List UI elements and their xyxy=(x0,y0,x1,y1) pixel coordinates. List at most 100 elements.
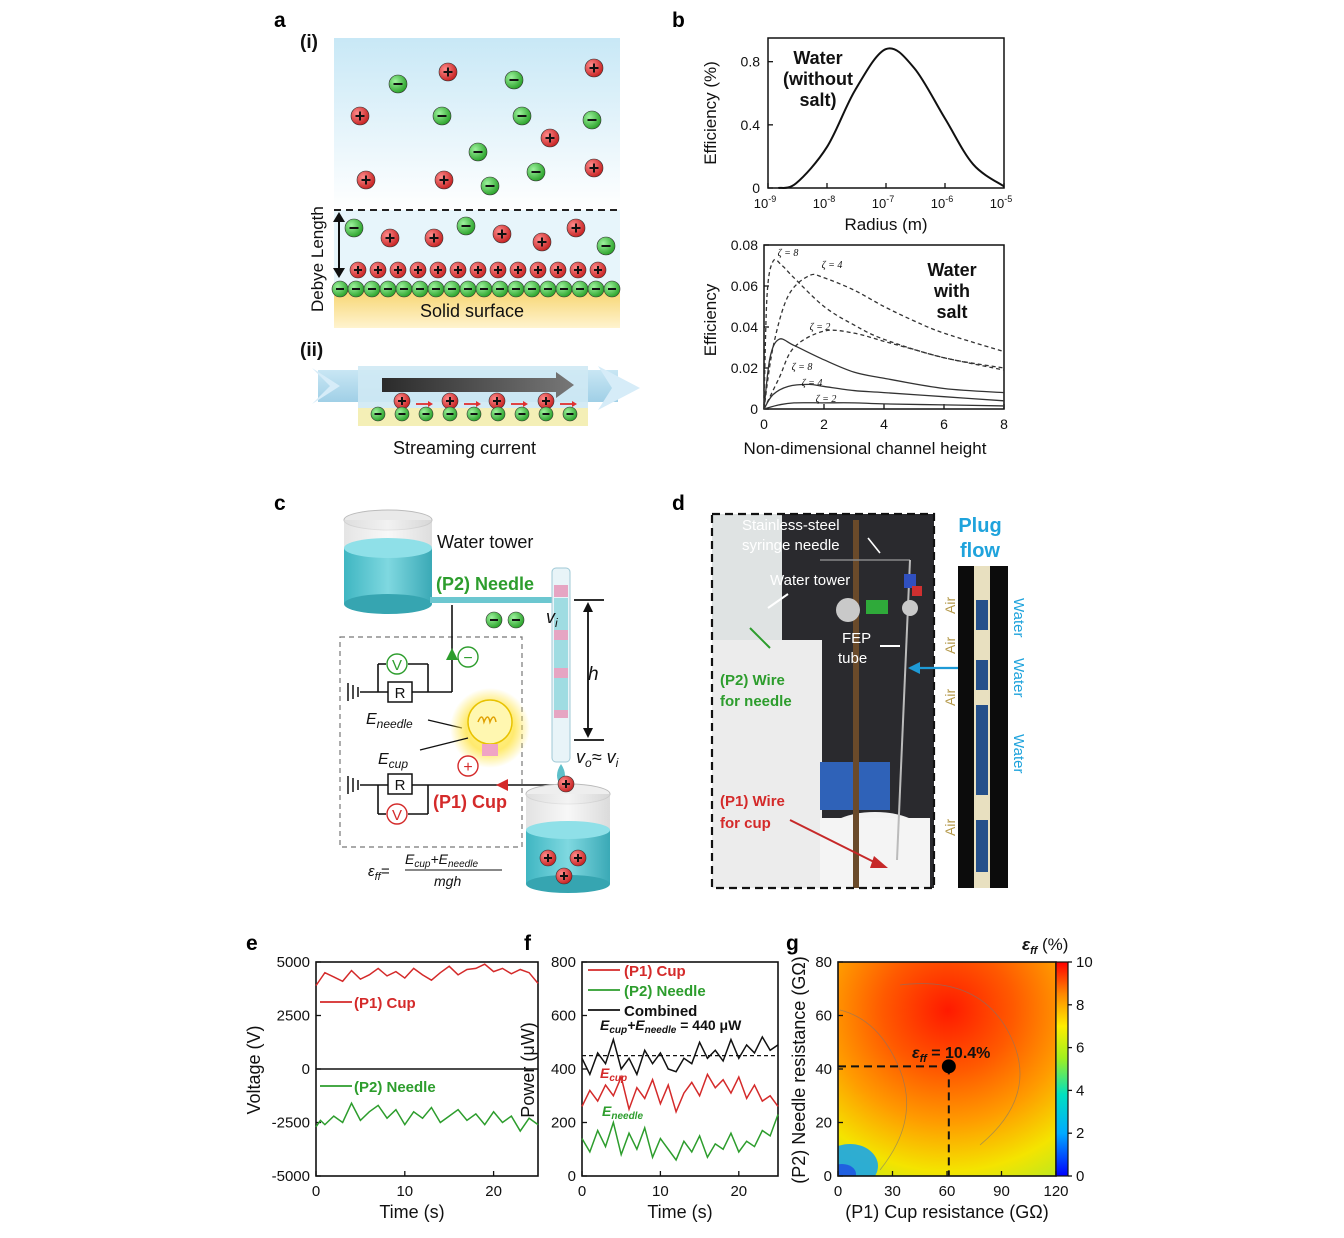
cup-current-arrow-icon xyxy=(496,779,508,791)
needle-resistor-label: R xyxy=(395,685,406,702)
ions-group xyxy=(331,58,621,298)
panel-label-c: c xyxy=(274,492,286,515)
b-bottom-label-line2: with xyxy=(933,281,970,301)
g-xtick-label: 0 xyxy=(834,1183,842,1200)
b-top-xlabel: Radius (m) xyxy=(844,215,927,234)
b-bottom-xtick-label: 2 xyxy=(820,416,828,432)
cup-voltmeter-label: V xyxy=(392,807,402,824)
b-bottom-xtick-label: 8 xyxy=(1000,416,1008,432)
g-cbar-tick-label: 0 xyxy=(1076,1168,1084,1185)
syringe-label-line2: syringe needle xyxy=(742,537,840,554)
air-label-4: Air xyxy=(942,819,958,836)
water-tower-photo-label: Water tower xyxy=(770,572,850,589)
b-zeta-label: ζ = 2 xyxy=(816,394,837,405)
b-bottom-ticks: 0 2 4 6 8 0 0.02 0.04 0.06 0.08 xyxy=(731,237,1008,432)
water-label-3: Water xyxy=(1010,734,1027,773)
circuit-box xyxy=(339,636,523,848)
b-zeta-label: ζ = 2 xyxy=(810,322,831,333)
cup-resistor-icon xyxy=(387,773,413,795)
panel-label-g: g xyxy=(786,932,799,955)
b-top-xtick-label: 10-8 xyxy=(813,194,835,211)
vi-label: vi xyxy=(546,607,558,630)
e-ytick-label: -5000 xyxy=(272,1168,310,1185)
channel-ions-group xyxy=(370,392,578,422)
f-ytick-label: 200 xyxy=(551,1115,576,1132)
b-bottom-curves xyxy=(763,258,1005,410)
e-ytick-label: 0 xyxy=(302,1061,310,1078)
cup-label: (P1) Cup xyxy=(433,792,507,812)
bulk-solution-region xyxy=(334,38,620,210)
b-top-curve xyxy=(778,47,1005,189)
b-bottom-ytick-label: 0.08 xyxy=(731,237,758,253)
e-series-1 xyxy=(315,1101,539,1133)
plug-flow-label-line1: Plug xyxy=(958,515,1001,537)
water-label-2: Water xyxy=(1010,658,1027,697)
g-ylabel: (P2) Needle resistance (GΩ) xyxy=(789,956,809,1184)
panel-label-a: a xyxy=(274,9,286,32)
e-legend-cup: (P1) Cup xyxy=(354,995,416,1012)
panel-label-f: f xyxy=(524,932,532,955)
g-colorbar xyxy=(1055,961,1069,1177)
panel-a: (i) Debye Length Solid surface (ii) Stre… xyxy=(300,32,640,458)
f-e-cup-label: Ecup xyxy=(600,1065,627,1084)
b-bottom-zeta-labels: ζ = 8 ζ = 4 ζ = 2 ζ = 8 ζ = 4 ζ = 2 xyxy=(778,248,843,405)
needle-minus-badge xyxy=(457,646,479,668)
svg-text:mgh: mgh xyxy=(434,873,461,889)
e-cup-label: Ecup xyxy=(378,751,408,771)
debye-length-label: Debye Length xyxy=(308,206,327,312)
g-xtick-label: 90 xyxy=(993,1183,1010,1200)
panel-label-d: d xyxy=(672,492,685,515)
b-top-xtick-label: 10-7 xyxy=(872,194,894,211)
e-xtick-label: 10 xyxy=(396,1183,413,1200)
p1-wire-label-line1: (P1) Wire xyxy=(720,793,785,810)
b-bottom-series-3 xyxy=(763,338,1005,410)
g-cbar-tick-label: 8 xyxy=(1076,997,1084,1014)
b-bottom-series-5 xyxy=(763,402,1005,410)
p2-wire-label-line2: for needle xyxy=(720,693,792,710)
height-arrow xyxy=(574,599,604,741)
fep-label-line2: tube xyxy=(838,650,867,667)
b-top-label-line3: salt) xyxy=(799,90,836,110)
f-ylabel: Power (μW) xyxy=(518,1022,538,1117)
e-legend-needle: (P2) Needle xyxy=(354,1079,436,1096)
b-bottom-xtick-label: 6 xyxy=(940,416,948,432)
fep-label-line1: FEP xyxy=(842,630,871,647)
g-ytick-label: 20 xyxy=(815,1115,832,1132)
e-xtick-label: 0 xyxy=(312,1183,320,1200)
e-ytick-label: 5000 xyxy=(277,954,310,971)
air-label-3: Air xyxy=(942,689,958,706)
g-cbar-tick-label: 10 xyxy=(1076,954,1093,971)
b-top-xtick-label: 10-6 xyxy=(931,194,953,211)
needle-resistor-icon xyxy=(387,681,413,703)
light-bulb-icon xyxy=(450,688,530,768)
needle-voltmeter-label: V xyxy=(392,657,402,674)
g-peak-label: εff = 10.4% xyxy=(912,1045,990,1065)
f-legend-needle: (P2) Needle xyxy=(624,983,706,1000)
f-ytick-label: 0 xyxy=(568,1168,576,1185)
g-ytick-label: 40 xyxy=(815,1061,832,1078)
b-top-label-line1: Water xyxy=(793,48,842,68)
cup-plus-badge xyxy=(457,755,479,777)
g-cbar-tick-label: 4 xyxy=(1076,1082,1084,1099)
cup-circuit: V R + xyxy=(347,755,554,825)
g-cbar-tick-label: 2 xyxy=(1076,1125,1084,1142)
panel-c-ions xyxy=(485,611,587,885)
f-xtick-label: 0 xyxy=(578,1183,586,1200)
panel-b: 10-9 10-8 10-7 10-6 10-5 0 0.4 0.8 Water (witho… xyxy=(701,37,1012,458)
g-cbar-tick-label: 6 xyxy=(1076,1040,1084,1057)
b-bottom-series-4 xyxy=(763,383,1005,410)
b-bottom-xlabel: Non-dimensional channel height xyxy=(744,439,987,458)
b-top-ytick-label: 0.8 xyxy=(741,54,761,70)
panel-e: 0 10 20 5000 2500 0 -2500 -5000 (P1) Cup (P2) N… xyxy=(244,954,539,1222)
subpanel-label-ii: (ii) xyxy=(300,340,323,361)
e-ytick-label: 2500 xyxy=(277,1008,310,1025)
b-bottom-ytick-label: 0 xyxy=(750,401,758,417)
f-xlabel: Time (s) xyxy=(647,1202,712,1222)
b-top-xtick-label: 10-9 xyxy=(754,194,776,211)
panel-c: Water tower (P2) Needle h vi vo≈ vi xyxy=(339,509,619,893)
plug-flow-label-line2: flow xyxy=(960,540,1000,562)
water-tower-icon xyxy=(343,509,433,614)
b-zeta-label: ζ = 8 xyxy=(778,248,799,259)
e-xtick-label: 20 xyxy=(485,1183,502,1200)
